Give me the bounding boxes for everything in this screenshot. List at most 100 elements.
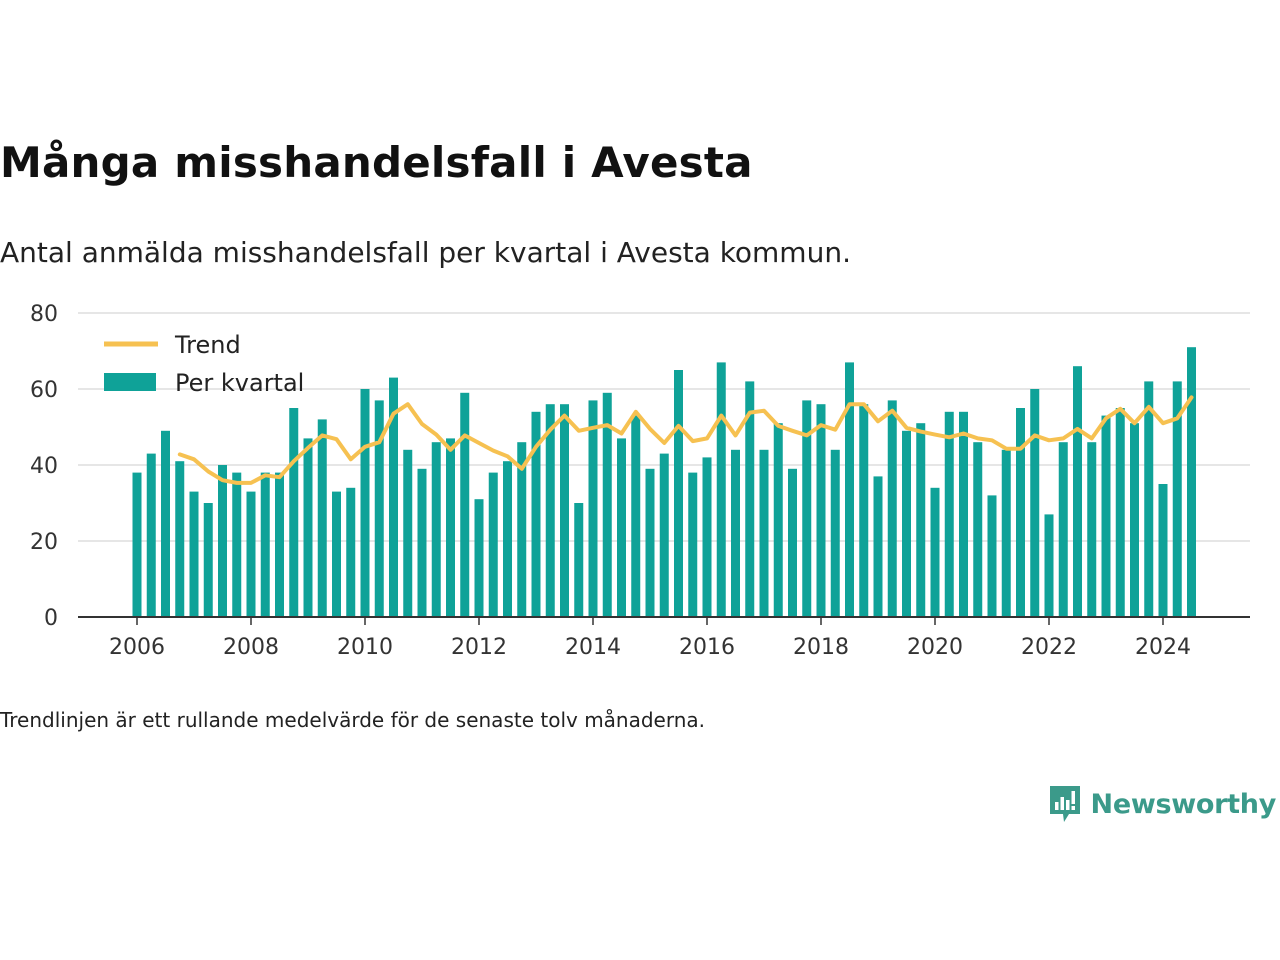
bar — [417, 468, 427, 617]
bar — [574, 503, 584, 617]
bar — [1001, 449, 1011, 617]
bar — [317, 419, 327, 617]
bar — [303, 438, 313, 617]
y-tick-label: 20 — [30, 530, 58, 555]
bar — [431, 442, 441, 617]
x-tick-label: 2008 — [223, 635, 279, 660]
x-tick-label: 2024 — [1135, 635, 1191, 660]
y-tick-label: 40 — [30, 454, 58, 479]
bar — [959, 411, 968, 617]
bar — [446, 438, 455, 617]
bar — [617, 438, 626, 617]
chart-title: Många misshandelsfall i Avesta — [0, 138, 753, 187]
bar — [1101, 415, 1111, 617]
bar — [930, 487, 940, 617]
bar — [246, 491, 256, 617]
bar — [1073, 366, 1082, 617]
bar — [1172, 381, 1182, 617]
bar — [161, 430, 170, 617]
legend-trend-label: Trend — [174, 331, 241, 359]
y-axis: 0 20 40 60 80 — [30, 302, 58, 631]
bar-series — [132, 347, 1196, 617]
y-tick-label: 60 — [30, 378, 58, 403]
bar — [218, 465, 227, 617]
bar — [203, 503, 213, 617]
x-tick-label: 2022 — [1021, 635, 1077, 660]
bar — [1044, 514, 1054, 617]
bar — [403, 449, 413, 617]
bar — [146, 453, 156, 617]
bar — [816, 404, 826, 617]
bar — [788, 468, 797, 617]
bar — [1058, 442, 1068, 617]
bar — [987, 495, 997, 617]
bar — [1130, 423, 1139, 617]
bar — [674, 370, 683, 617]
bar — [602, 392, 612, 617]
bar — [916, 423, 926, 617]
x-tick-label: 2020 — [907, 635, 963, 660]
bar — [588, 400, 598, 617]
bar — [132, 472, 142, 617]
x-axis: 2006 2008 2010 2012 2014 2016 2018 2020 2022 2024 — [109, 617, 1191, 660]
bar — [346, 487, 356, 617]
bar — [745, 381, 755, 617]
bar — [759, 449, 769, 617]
bar — [973, 442, 983, 617]
bar — [631, 415, 641, 617]
footnote: Trendlinjen är ett rullande medelvärde f… — [0, 708, 706, 732]
bar — [175, 461, 185, 617]
brand: Newsworthy — [1047, 784, 1276, 824]
bar — [830, 449, 840, 617]
brand-name: Newsworthy — [1090, 788, 1277, 820]
bar — [289, 408, 299, 617]
bar — [716, 362, 726, 617]
bar — [531, 411, 541, 617]
bar — [1187, 347, 1196, 617]
bar — [688, 472, 698, 617]
x-tick-label: 2010 — [337, 635, 393, 660]
bar — [1115, 408, 1125, 617]
bar — [944, 411, 954, 617]
bar — [802, 400, 812, 617]
bar — [1030, 389, 1040, 617]
legend-bar-swatch — [104, 373, 156, 391]
bar — [1158, 484, 1168, 617]
y-tick-label: 0 — [44, 606, 58, 631]
bar — [474, 499, 484, 617]
bar — [731, 449, 740, 617]
x-tick-label: 2018 — [793, 635, 849, 660]
bar — [460, 392, 470, 617]
x-tick-label: 2012 — [451, 635, 507, 660]
bar — [887, 400, 897, 617]
bar — [859, 404, 869, 617]
bar — [1087, 442, 1097, 617]
bar — [517, 442, 527, 617]
bar — [545, 404, 555, 617]
x-tick-label: 2014 — [565, 635, 621, 660]
bar — [1144, 381, 1154, 617]
legend-bar-label: Per kvartal — [175, 369, 304, 397]
newsworthy-logo-icon — [1049, 786, 1080, 822]
bar — [360, 389, 370, 617]
bar — [260, 472, 270, 617]
y-tick-label: 80 — [30, 302, 58, 327]
bar — [332, 491, 341, 617]
legend: Trend Per kvartal — [104, 331, 304, 397]
bar — [189, 491, 199, 617]
bar — [503, 461, 512, 617]
x-tick-label: 2016 — [679, 635, 735, 660]
bar — [659, 453, 669, 617]
bar — [374, 400, 384, 617]
bar — [645, 468, 655, 617]
bar — [702, 457, 712, 617]
bar — [773, 423, 783, 617]
bar — [845, 362, 854, 617]
bar — [902, 430, 911, 617]
bar — [1016, 408, 1025, 617]
x-tick-label: 2006 — [109, 635, 165, 660]
bar — [873, 476, 883, 617]
chart-subtitle: Antal anmälda misshandelsfall per kvarta… — [0, 236, 851, 269]
bar — [488, 472, 498, 617]
